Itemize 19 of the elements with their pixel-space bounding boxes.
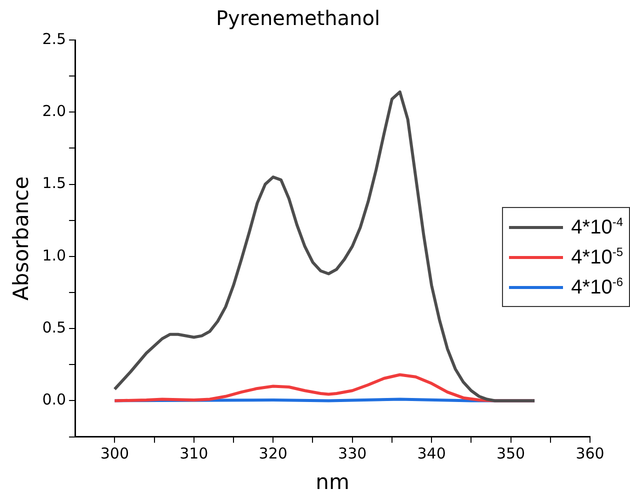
x-tick-label: 300 bbox=[100, 444, 129, 463]
y-tick-label: 2.0 bbox=[42, 102, 66, 120]
x-tick-label: 320 bbox=[258, 444, 288, 463]
y-tick-label: 1.5 bbox=[42, 174, 66, 192]
x-tick-label: 310 bbox=[180, 444, 208, 463]
y-tick-label: 0.5 bbox=[42, 318, 66, 336]
legend-label: 4*10$^{-6}$ bbox=[571, 274, 623, 300]
chart-title: Pyrenemethanol bbox=[216, 6, 380, 30]
x-tick-label: 350 bbox=[496, 444, 526, 463]
x-tick-label: 340 bbox=[417, 444, 446, 463]
x-tick-label: 330 bbox=[338, 444, 367, 463]
y-tick-label: 2.5 bbox=[42, 30, 66, 48]
legend-label: 4*10$^{-4}$ bbox=[571, 214, 623, 240]
x-tick-label: 360 bbox=[576, 444, 604, 463]
y-axis-title: Absorbance bbox=[9, 176, 34, 300]
y-tick-label: 1.0 bbox=[42, 246, 66, 264]
legend-label: 4*10$^{-5}$ bbox=[571, 244, 623, 270]
y-tick-label: 0.0 bbox=[42, 390, 66, 409]
x-axis-title: nm bbox=[316, 470, 350, 494]
